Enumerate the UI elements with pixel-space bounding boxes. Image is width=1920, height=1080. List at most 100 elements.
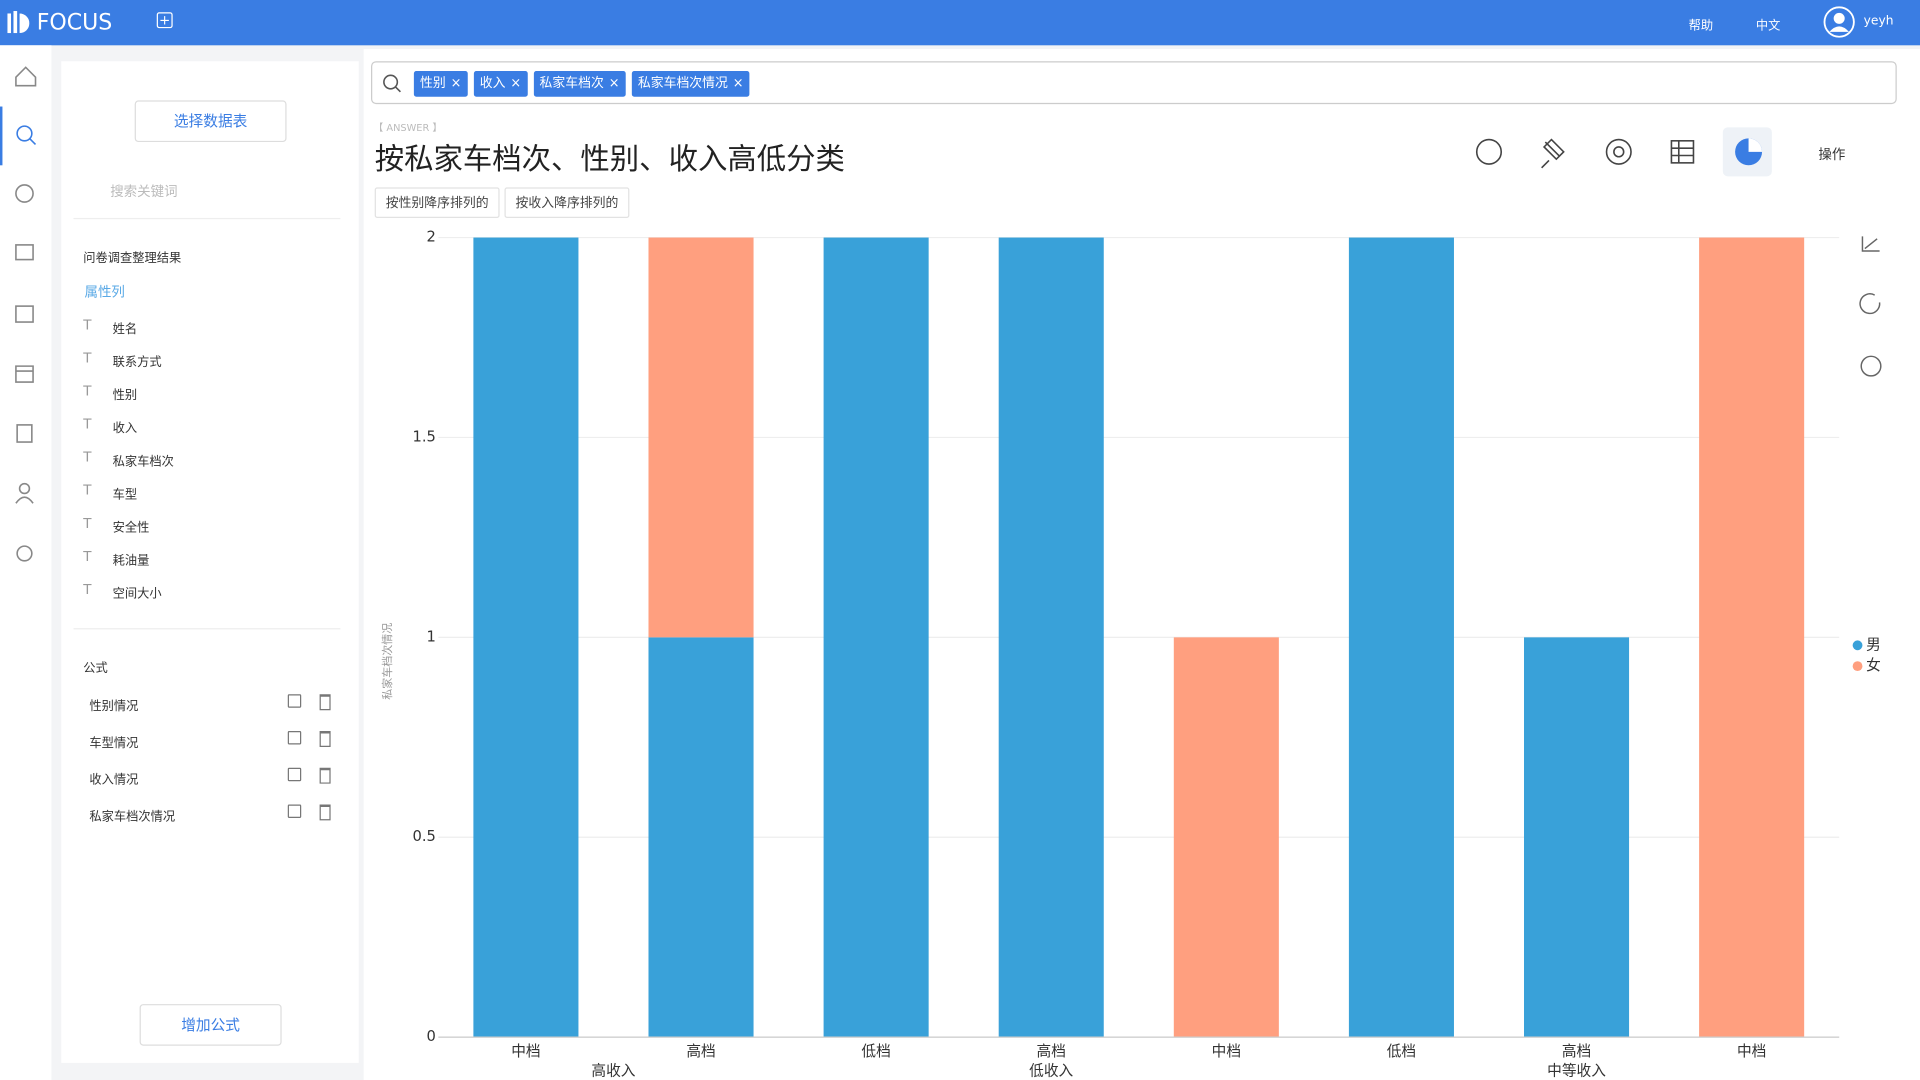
field-type-icon: T	[83, 548, 92, 565]
formula[interactable]: 性别情况	[89, 700, 139, 714]
nav-icons[interactable]	[0, 45, 51, 584]
add-tab[interactable]: +	[156, 12, 173, 29]
search-icon	[383, 74, 401, 93]
x-group-label: 高收入	[591, 1062, 635, 1079]
divider	[73, 217, 341, 220]
delete-icon[interactable]	[319, 804, 331, 821]
field-type-icon: T	[83, 350, 92, 367]
language[interactable]: 中文	[1755, 19, 1781, 34]
delete-icon[interactable]	[319, 694, 331, 711]
operations[interactable]: 操作	[1818, 146, 1846, 163]
select-table[interactable]: 选择数据表	[134, 100, 287, 143]
attribute[interactable]: 车型	[112, 488, 138, 503]
x-tick-label: 低档	[861, 1043, 890, 1060]
x-tick-label: 低档	[1387, 1043, 1416, 1060]
attribute[interactable]: 姓名	[112, 323, 138, 337]
toolbar-icons[interactable]	[1466, 127, 1784, 176]
x-group-label: 低收入	[1029, 1062, 1073, 1079]
formulas-title[interactable]: 公式	[83, 662, 108, 676]
token-remove[interactable]: ×	[510, 75, 522, 91]
token-remove[interactable]: ×	[450, 75, 462, 91]
x-tick-label: 中档	[1737, 1043, 1766, 1060]
x-tick-label: 高档	[1562, 1043, 1591, 1060]
field-type-icon: T	[83, 449, 92, 466]
x-group-label: 中等收入	[1547, 1061, 1606, 1079]
token-remove[interactable]: ×	[608, 75, 620, 91]
bar-segment	[823, 237, 929, 1038]
logo: FOCUS	[36, 9, 113, 36]
x-tick-label: 高档	[686, 1043, 715, 1060]
y-tick-label: 0	[427, 1028, 436, 1045]
legend-label: 女	[1866, 656, 1881, 674]
answer-title: 按私家车档次、性别、收入高低分类	[374, 142, 845, 177]
side-tools[interactable]	[1845, 227, 1894, 386]
attribute[interactable]: 性别	[112, 389, 138, 403]
y-axis-label: 私家车档次情况	[380, 623, 394, 700]
sort-button[interactable]: 按性别降序排列的	[374, 187, 500, 218]
formula[interactable]: 私家车档次情况	[89, 810, 176, 825]
token-text: 私家车档次	[539, 75, 604, 91]
avatar[interactable]	[1823, 6, 1855, 38]
bar-segment	[473, 237, 579, 1038]
sidebar: 选择数据表 搜索关键词 问卷调查整理结果 属性列 公式 增加公式 T 姓名 T 联系方…	[61, 61, 359, 1063]
formula[interactable]: 车型情况	[89, 737, 139, 751]
sort-button[interactable]: 按收入降序排列的	[504, 187, 630, 218]
logo-icon	[7, 11, 30, 34]
delete-icon[interactable]	[319, 767, 331, 784]
y-tick-label: 1.5	[413, 428, 436, 445]
divider	[73, 628, 341, 630]
field-type-icon: T	[83, 515, 92, 532]
bar-segment	[1348, 237, 1454, 1038]
edit-icon[interactable]	[287, 804, 302, 818]
x-tick-label: 中档	[511, 1043, 540, 1060]
token-text: 性别	[420, 75, 446, 91]
tokens: 性别 × 收入 × 私家车档次 × 私家车档次情况 ×	[413, 69, 756, 97]
y-tick-label: 1	[427, 628, 436, 645]
attributes-title: 属性列	[84, 284, 125, 301]
attribute[interactable]: 私家车档次	[112, 455, 174, 469]
field-type-icon: T	[83, 581, 92, 598]
top-bar: FOCUS + 帮助 中文 yeyh	[0, 0, 1920, 46]
attribute[interactable]: 收入	[112, 422, 138, 436]
field-type-icon: T	[83, 482, 92, 499]
sort-buttons: 按性别降序排列的 按收入降序排列的	[374, 187, 635, 218]
dataset-title[interactable]: 问卷调查整理结果	[83, 252, 182, 266]
search-bar[interactable]: 性别 × 收入 × 私家车档次 × 私家车档次情况 ×	[371, 61, 1897, 105]
bar-segment	[1173, 637, 1279, 1038]
search-token[interactable]: 收入 ×	[473, 71, 528, 97]
legend-label: 男	[1866, 636, 1881, 653]
formula[interactable]: 收入情况	[89, 773, 139, 788]
field-type-icon: T	[83, 416, 92, 433]
delete-icon[interactable]	[319, 731, 331, 747]
search-token[interactable]: 私家车档次情况 ×	[631, 71, 750, 97]
bar-segment	[998, 237, 1104, 1038]
attribute[interactable]: 联系方式	[112, 356, 162, 370]
user[interactable]: yeyh	[1863, 14, 1894, 29]
edit-icon[interactable]	[287, 767, 302, 782]
field-type-icon: T	[83, 383, 92, 400]
legend-swatch	[1852, 661, 1863, 672]
attribute[interactable]: 空间大小	[112, 587, 162, 602]
active-marker	[0, 106, 3, 166]
y-tick-label: 0.5	[413, 828, 436, 845]
add-formula[interactable]: 增加公式	[139, 1004, 282, 1046]
edit-icon[interactable]	[287, 694, 302, 708]
field-type-icon: T	[83, 317, 92, 334]
bar-segment	[648, 637, 754, 1038]
search-token[interactable]: 性别 ×	[413, 71, 468, 97]
x-tick-label: 高档	[1037, 1043, 1066, 1060]
bar-segment	[1699, 237, 1805, 1038]
answer-tag: 【 ANSWER 】	[373, 122, 443, 134]
token-remove[interactable]: ×	[732, 75, 744, 91]
bar-segment	[648, 237, 754, 638]
attribute[interactable]: 安全性	[112, 521, 150, 536]
attribute[interactable]: 耗油量	[112, 554, 150, 569]
bar-segment	[1524, 637, 1630, 1038]
help[interactable]: 帮助	[1688, 19, 1714, 34]
search-keyword[interactable]: 搜索关键词	[110, 183, 178, 200]
search-token[interactable]: 私家车档次 ×	[533, 71, 626, 97]
edit-icon[interactable]	[287, 731, 302, 745]
